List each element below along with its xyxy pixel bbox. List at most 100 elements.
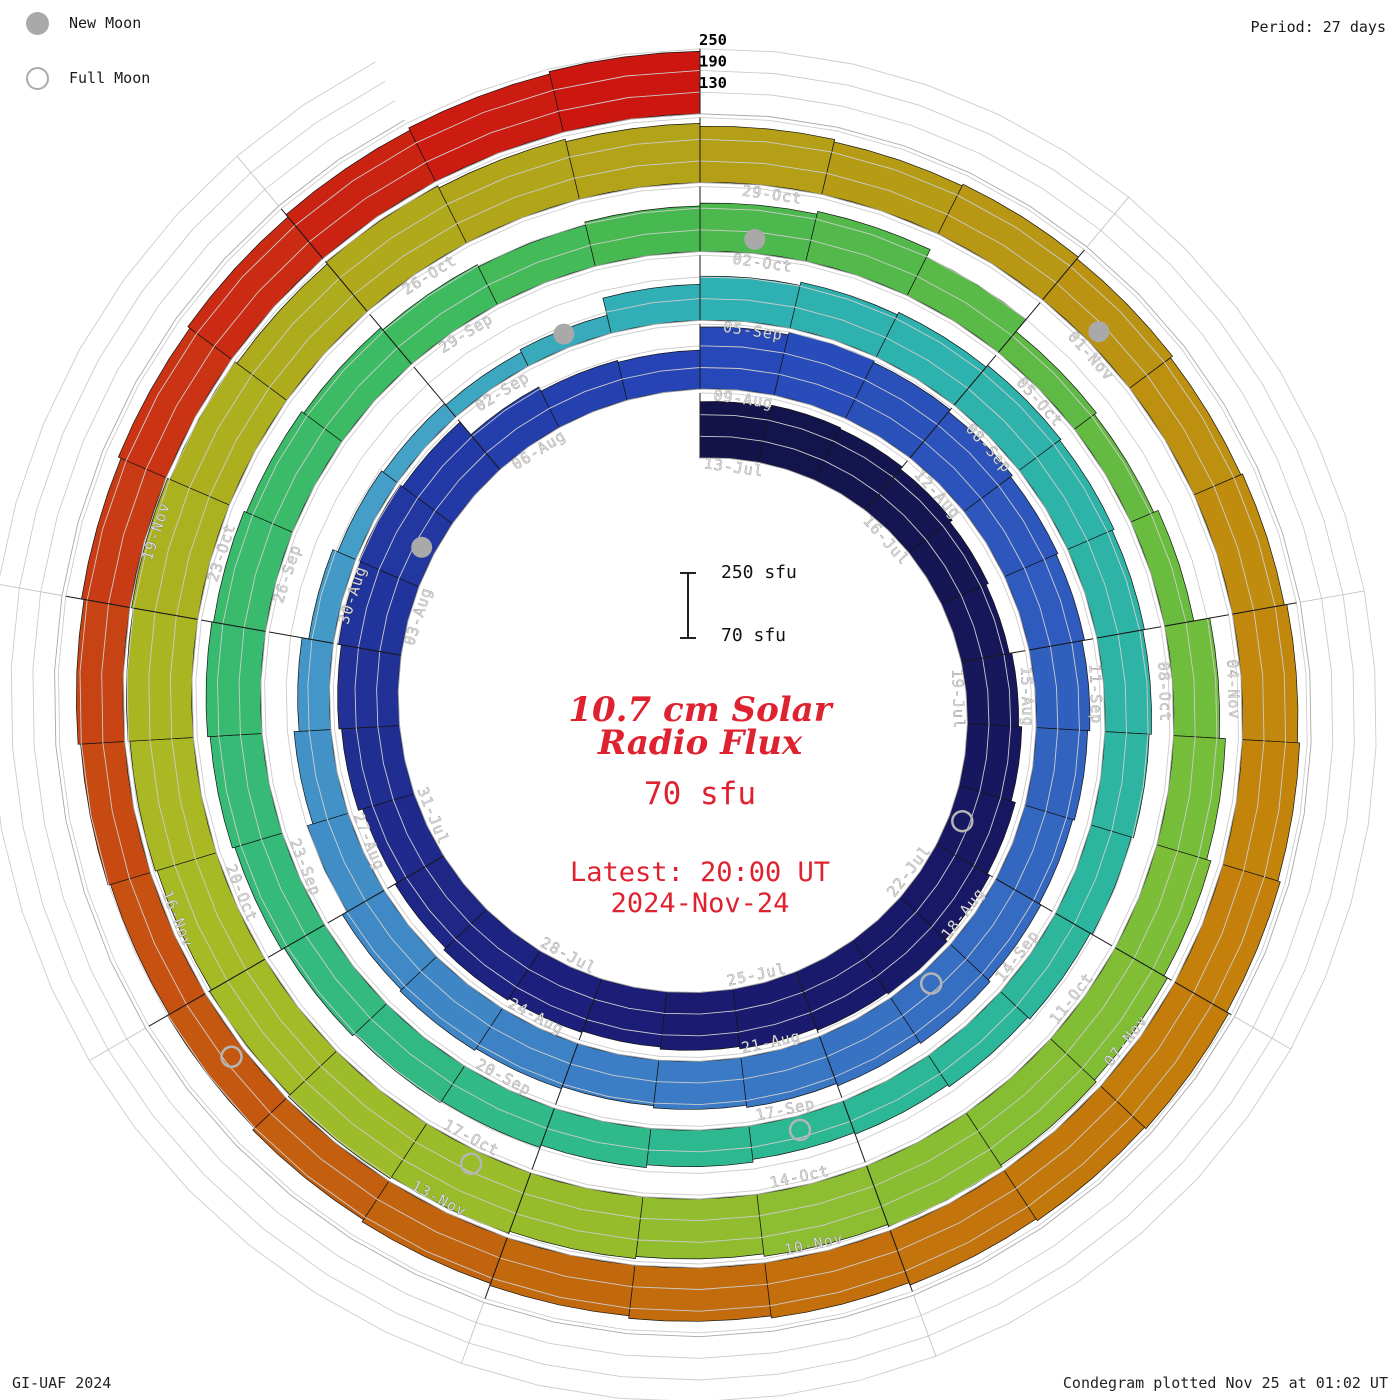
segment-line xyxy=(236,155,280,207)
latest-date: 2024-Nov-24 xyxy=(610,888,790,919)
new-moon-marker xyxy=(411,536,433,558)
gridline-190sfu xyxy=(10,69,1355,1381)
new-moon-label: New Moon xyxy=(69,14,142,32)
segment-line xyxy=(65,595,130,608)
gridline-130sfu xyxy=(32,91,1334,1359)
segment-line xyxy=(961,650,1026,663)
new-moon-marker xyxy=(1088,321,1110,343)
flux-bar xyxy=(659,988,740,1051)
spiral-flux-bars xyxy=(76,50,1301,1322)
chart-title: 10.7 cm Solar Radio Flux xyxy=(568,690,832,760)
flux-bar xyxy=(602,283,701,334)
segment-line xyxy=(484,1237,508,1299)
segment-line xyxy=(936,844,993,878)
flux-bar xyxy=(126,607,198,742)
date-label: 11-Sep xyxy=(1086,664,1106,725)
segment-line xyxy=(208,958,266,993)
segment-line xyxy=(201,619,266,632)
scalebar-min-label: 70 sfu xyxy=(721,625,787,646)
credit-label: GI-UAF 2024 xyxy=(12,1374,112,1392)
full-moon-marker xyxy=(788,1118,812,1142)
segment-line xyxy=(460,1302,485,1364)
flux-bar xyxy=(628,1262,772,1322)
segment-line xyxy=(819,1036,843,1098)
segment-line xyxy=(267,924,325,958)
legend-row-new-moon: New Moon xyxy=(26,8,150,38)
flux-bar xyxy=(1193,473,1285,615)
scale-bar xyxy=(680,572,696,639)
radial-tick-label: 250 xyxy=(699,31,727,49)
latest-time: Latest: 20:00 UT xyxy=(569,857,831,888)
flux-bar xyxy=(76,598,131,745)
new-moon-marker xyxy=(744,228,766,250)
full-moon-icon xyxy=(26,66,49,90)
segment-line xyxy=(133,607,198,620)
segment-line xyxy=(555,1043,579,1105)
segment-line xyxy=(998,302,1041,353)
flux-bar xyxy=(617,349,701,401)
segment-line xyxy=(913,1295,937,1357)
scalebar-max-label: 250 sfu xyxy=(721,562,797,583)
segment-line xyxy=(89,1027,146,1061)
segment-line xyxy=(866,1165,890,1228)
gridline-250sfu xyxy=(0,48,1377,1400)
segment-line xyxy=(1164,614,1229,627)
flux-bar xyxy=(540,1107,652,1168)
flux-bar xyxy=(297,637,334,732)
legend-row-full-moon: Full Moon xyxy=(26,63,150,93)
segment-line xyxy=(1086,196,1130,248)
segment-line xyxy=(953,355,997,406)
segment-line xyxy=(413,366,457,418)
full-moon-marker xyxy=(951,809,974,833)
plotted-timestamp: Condegram plotted Nov 25 at 01:02 UT xyxy=(1062,1374,1388,1392)
flux-bar xyxy=(1129,357,1242,496)
flux-bar xyxy=(1130,509,1195,627)
radial-axis-labels: 250 190 130 xyxy=(699,31,727,92)
segment-line xyxy=(148,993,206,1027)
segment-line xyxy=(995,878,1053,912)
segment-line xyxy=(327,889,385,924)
flux-bar xyxy=(205,621,266,738)
segment-line xyxy=(508,1172,532,1235)
segment-line xyxy=(387,855,444,889)
new-moon-icon xyxy=(26,11,49,35)
new-moon-marker xyxy=(553,323,575,345)
segment-line xyxy=(1234,1016,1292,1050)
moon-markers xyxy=(220,228,1110,1176)
segment-line xyxy=(1042,249,1085,301)
full-moon-marker xyxy=(220,1045,243,1069)
date-label: 19-Jul xyxy=(948,669,968,730)
chart-title-line1: 10.7 cm Solar xyxy=(568,690,832,730)
segment-line xyxy=(578,978,602,1041)
flux-bar xyxy=(1028,640,1091,732)
flux-bar xyxy=(477,224,596,306)
flux-bar xyxy=(540,360,628,429)
segment-line xyxy=(0,584,63,596)
segment-line xyxy=(1055,912,1113,947)
segment-line xyxy=(889,1230,913,1292)
latest-observation: Latest: 20:00 UT 2024-Nov-24 xyxy=(570,857,830,919)
segment-line xyxy=(909,407,953,459)
flux-bar xyxy=(646,1125,754,1167)
segment-line xyxy=(269,631,334,644)
segment-line xyxy=(842,1100,866,1163)
segment-line xyxy=(865,460,908,511)
flux-bar xyxy=(635,1194,765,1260)
flux-bar xyxy=(805,210,931,296)
full-moon-marker xyxy=(459,1152,483,1176)
date-label: 08-Oct xyxy=(1155,661,1175,722)
period-label: Period: 27 days xyxy=(1250,18,1386,36)
segment-line xyxy=(531,1108,555,1170)
radial-tick-label: 190 xyxy=(699,52,727,70)
segment-line xyxy=(280,208,324,259)
date-label: 15-Aug xyxy=(1017,666,1037,727)
segment-line xyxy=(1096,626,1161,639)
segment-line xyxy=(369,313,412,365)
segment-line xyxy=(1029,638,1094,651)
segment-line xyxy=(1174,981,1232,1016)
segment-line xyxy=(1232,602,1297,615)
segment-line xyxy=(795,971,819,1033)
gridline-70sfu xyxy=(54,113,1312,1338)
segment-line xyxy=(336,643,402,656)
